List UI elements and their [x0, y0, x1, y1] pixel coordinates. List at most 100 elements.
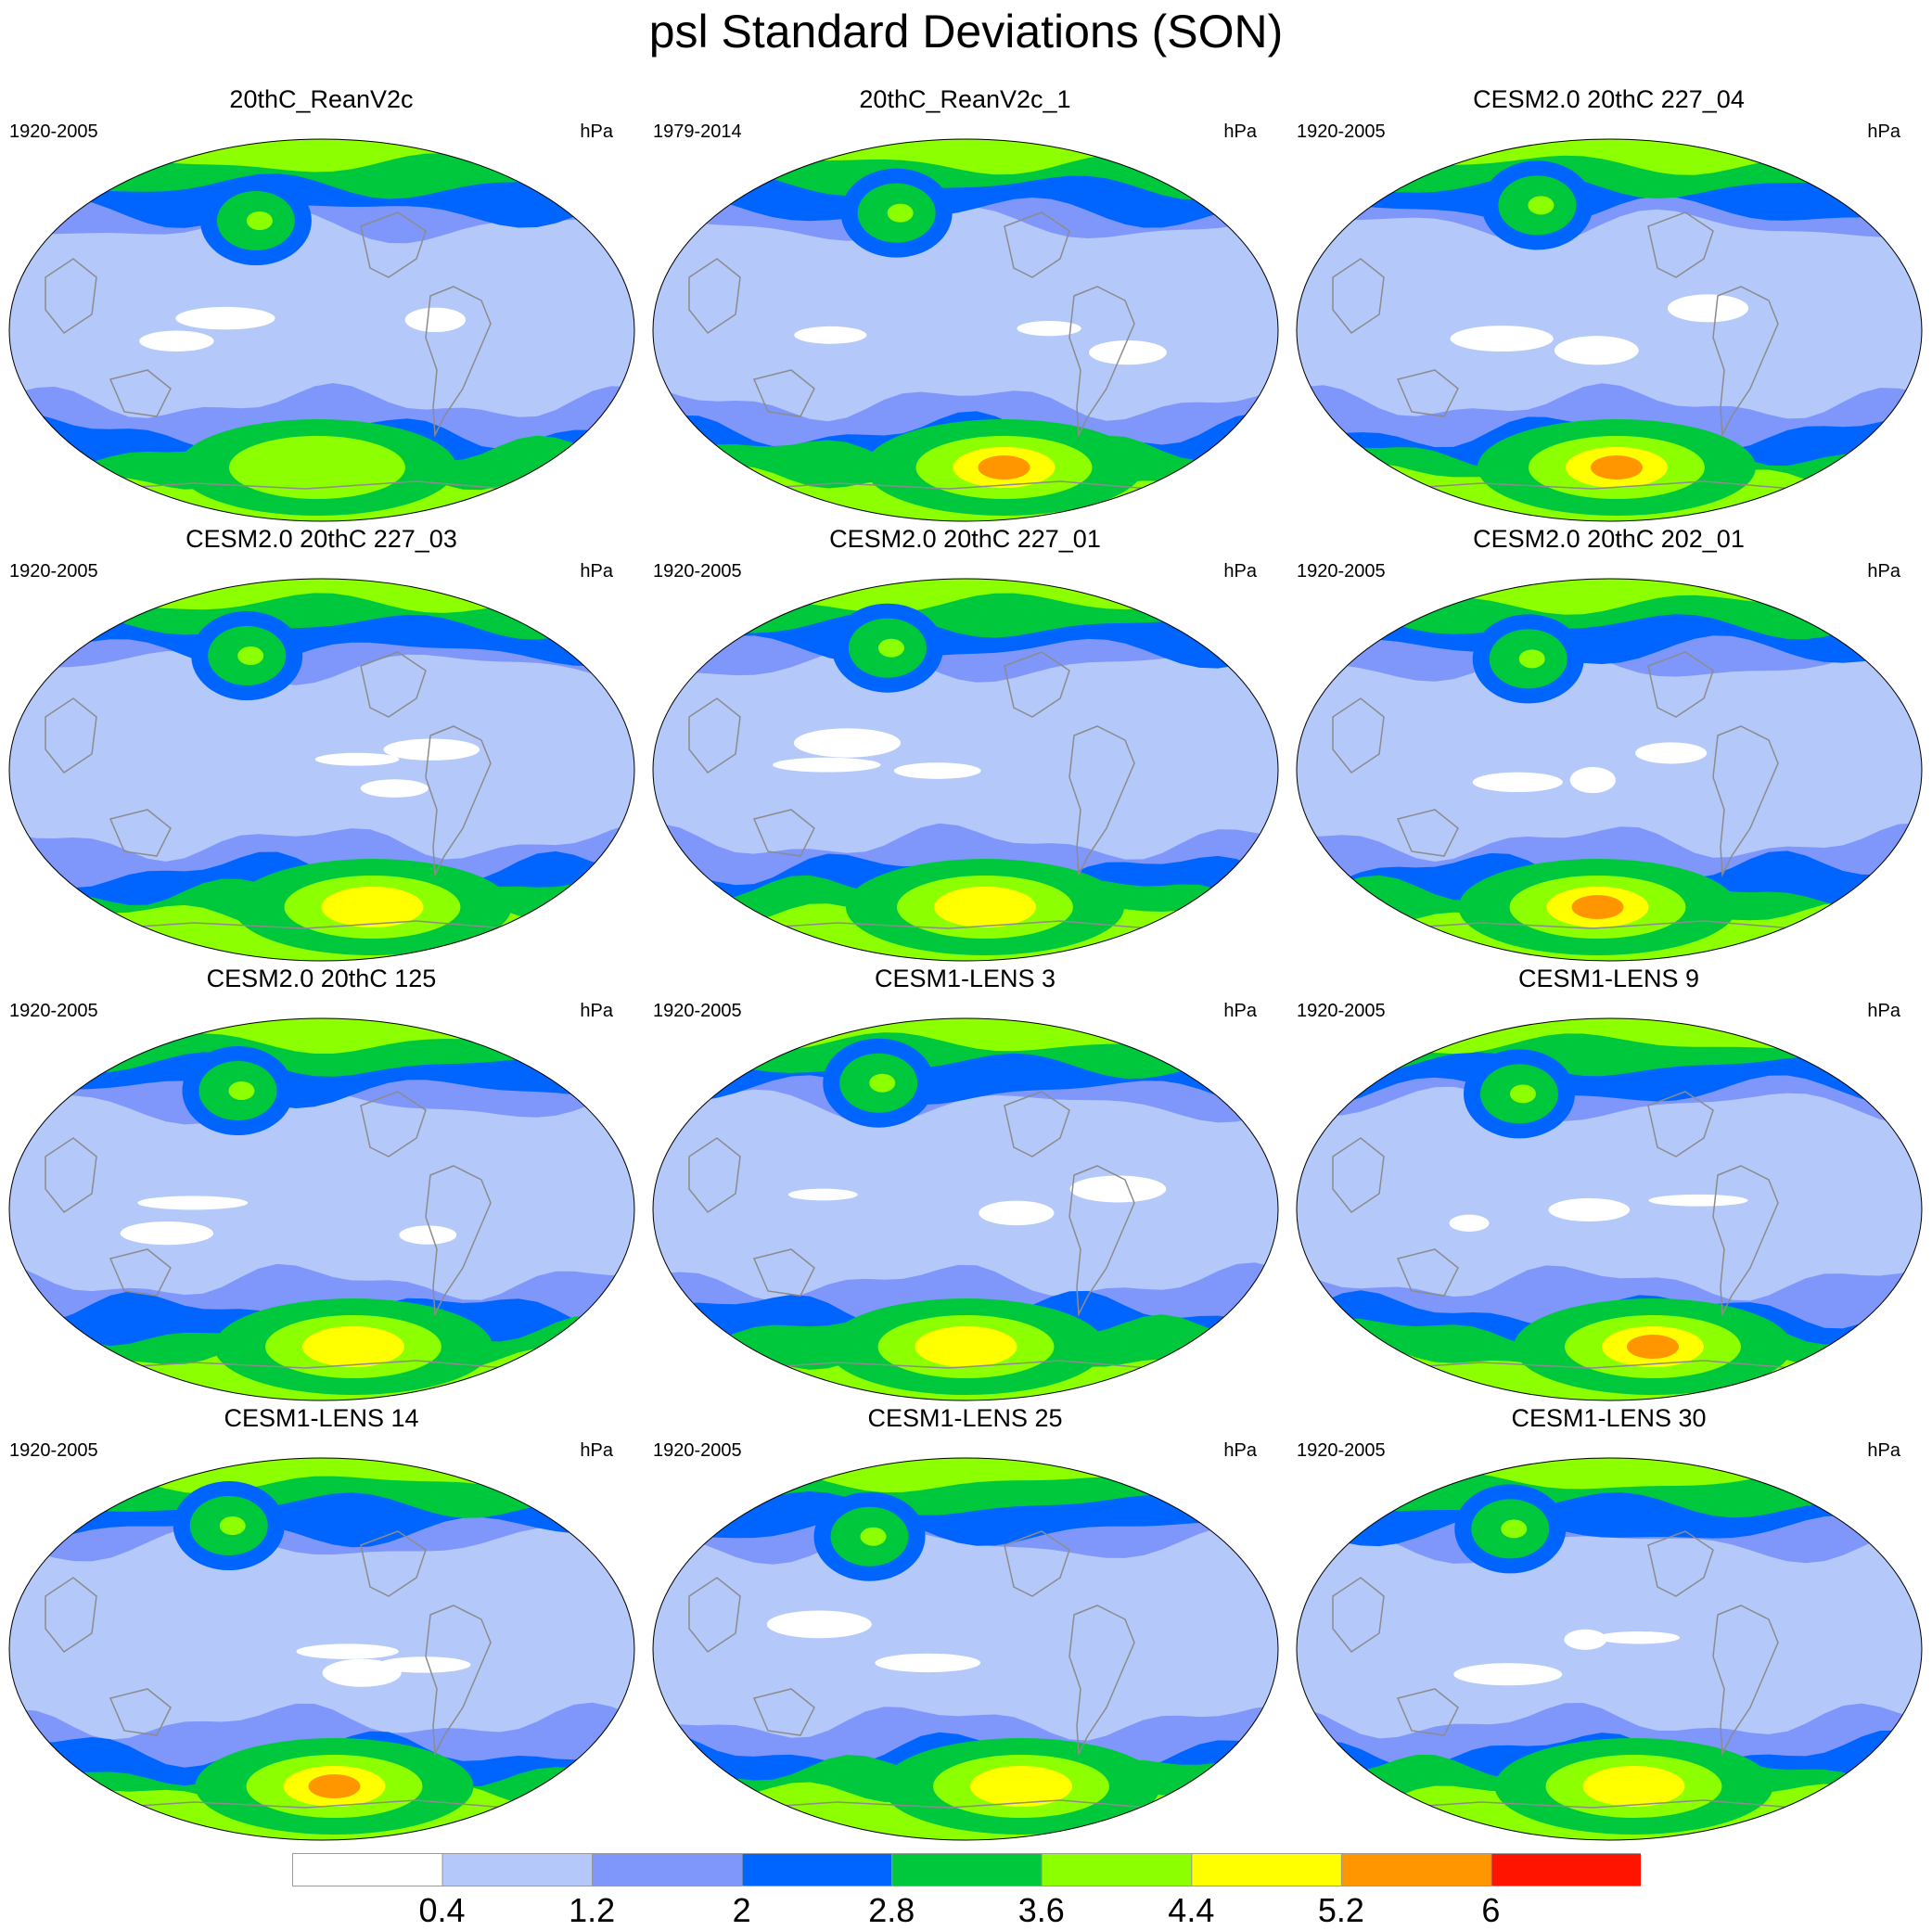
map-plot — [652, 138, 1279, 522]
contour-band — [1569, 767, 1616, 794]
coastline — [1396, 1688, 1459, 1736]
map-panel: 20thC_ReanV2c 1920-2005 hPa — [0, 83, 643, 522]
contour-band — [653, 1458, 1273, 1494]
panel-units: hPa — [1867, 1001, 1900, 1021]
map-plot — [652, 1457, 1279, 1841]
contour-band — [1635, 742, 1708, 764]
panel-units: hPa — [580, 1001, 613, 1021]
map-plot — [8, 578, 635, 962]
contour-band — [9, 579, 630, 640]
contour-band — [1450, 326, 1554, 352]
panel-title: 20thC_ReanV2c_1 — [859, 85, 1071, 113]
colorbar-box — [592, 1853, 743, 1886]
colorbar-box — [1041, 1853, 1193, 1886]
panel-period: 1920-2005 — [1297, 121, 1386, 142]
contour-band — [1571, 895, 1624, 919]
colorbar-tick-label: 5.2 — [1317, 1891, 1364, 1929]
coastline — [360, 1091, 427, 1157]
figure-title: psl Standard Deviations (SON) — [648, 6, 1284, 58]
coastline — [1712, 1165, 1779, 1317]
panel-title: CESM1-LENS 14 — [224, 1404, 419, 1432]
contour-band — [794, 326, 867, 344]
map-plot — [8, 1017, 635, 1401]
contour-band — [978, 455, 1030, 480]
coastline — [1712, 725, 1779, 877]
coastline — [1369, 480, 1816, 492]
coastline — [1004, 1530, 1070, 1597]
panel-title: CESM1-LENS 9 — [1517, 965, 1700, 992]
coastline — [425, 1605, 492, 1757]
colorbar-tick-label: 1.2 — [569, 1891, 616, 1929]
contour-band — [787, 1188, 858, 1201]
coastline — [1332, 1577, 1385, 1654]
contour-band — [979, 1200, 1055, 1226]
map-plot — [1296, 138, 1923, 522]
contour-band — [9, 1018, 630, 1054]
contour-band — [139, 330, 214, 352]
coastline — [45, 258, 97, 335]
contour-band — [1069, 1175, 1167, 1203]
coastline — [1332, 1137, 1385, 1214]
colorbar-box — [441, 1853, 594, 1886]
contour-band — [1548, 1197, 1631, 1221]
panel-units: hPa — [1867, 121, 1900, 142]
coastline — [1369, 1799, 1816, 1810]
contour-band — [1590, 455, 1643, 480]
contour-band — [793, 728, 902, 758]
coastline — [360, 211, 427, 278]
map-panel: CESM1-LENS 25 1920-2005 hPa — [644, 1402, 1286, 1841]
coastline — [752, 1688, 815, 1736]
coastline — [425, 725, 492, 877]
panel-units: hPa — [1223, 121, 1257, 142]
contour-band — [1509, 1084, 1536, 1104]
panel-period: 1920-2005 — [1297, 1001, 1386, 1021]
panel-units: hPa — [580, 121, 613, 142]
map-panel: CESM2.0 20thC 227_01 1920-2005 hPa — [644, 523, 1286, 962]
contour-band — [246, 211, 273, 231]
coastline — [109, 369, 172, 417]
coastline — [752, 369, 815, 417]
coastline — [1647, 651, 1714, 718]
coastline — [1004, 1091, 1070, 1157]
coastline — [752, 1248, 815, 1297]
contour-band — [1297, 579, 1917, 615]
coastline — [688, 697, 741, 774]
coastline — [82, 920, 529, 931]
coastline — [1068, 1165, 1135, 1317]
map-panel: CESM1-LENS 30 1920-2005 hPa — [1287, 1402, 1930, 1841]
coastline — [725, 1799, 1172, 1810]
contour-band — [1501, 1519, 1528, 1539]
coastline — [1647, 1530, 1714, 1597]
map-frame — [8, 578, 635, 962]
contour-band — [1089, 339, 1167, 365]
contour-band — [137, 1196, 249, 1210]
contour-band — [301, 1326, 404, 1367]
contour-band — [1017, 321, 1081, 337]
panel-period: 1920-2005 — [9, 1001, 98, 1021]
contour-band — [1596, 1630, 1680, 1644]
coastline — [688, 1137, 741, 1214]
map-frame — [652, 1017, 1279, 1401]
coastline — [1068, 286, 1135, 438]
contour-band — [773, 757, 881, 773]
panel-period: 1920-2005 — [653, 1001, 742, 1021]
coastline — [82, 1360, 529, 1371]
colorbar-tick-label: 4.4 — [1168, 1891, 1215, 1929]
contour-band — [877, 638, 904, 658]
contour-band — [120, 1221, 214, 1246]
panel-title: CESM1-LENS 25 — [867, 1404, 1063, 1432]
contour-band — [228, 1081, 255, 1101]
contour-band — [321, 887, 424, 927]
coastline — [109, 1688, 172, 1736]
coastline — [360, 1530, 427, 1597]
coastline — [360, 651, 427, 718]
contour-band — [766, 1610, 872, 1639]
contour-band — [404, 307, 466, 333]
contour-band — [175, 306, 275, 330]
contour-band — [1453, 1663, 1563, 1686]
coastline — [1369, 920, 1816, 931]
panel-title: CESM1-LENS 3 — [874, 965, 1056, 992]
panel-units: hPa — [1223, 1001, 1257, 1021]
contour-band — [1667, 294, 1749, 323]
map-frame — [1296, 1457, 1923, 1841]
